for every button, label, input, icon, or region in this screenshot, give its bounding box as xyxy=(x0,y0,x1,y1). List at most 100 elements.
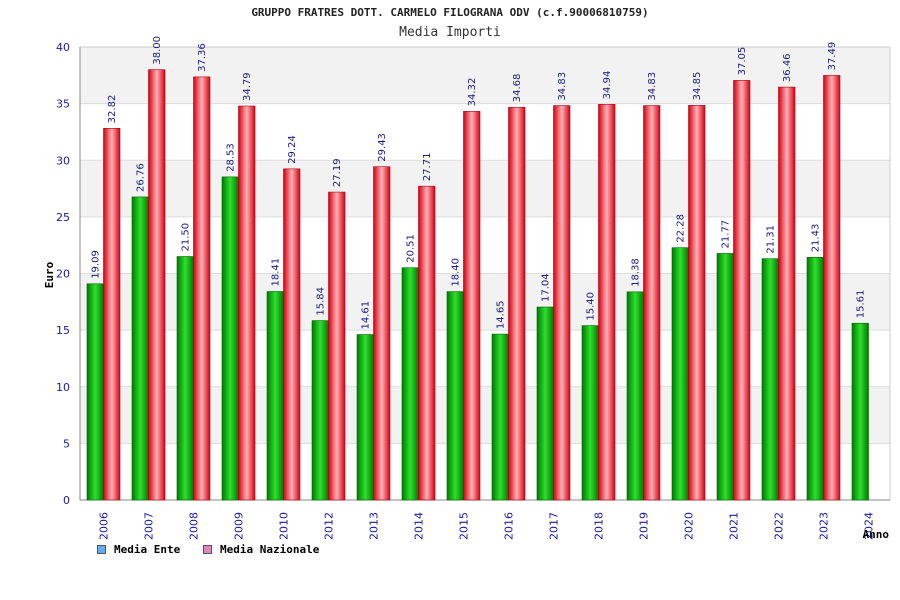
bar-ente-2023 xyxy=(806,257,824,501)
legend-swatch-nazionale xyxy=(203,545,212,554)
x-tick-label: 2020 xyxy=(683,512,696,540)
data-label: 15.84 xyxy=(316,287,327,316)
y-tick-label: 35 xyxy=(56,98,70,111)
bar-ente-2007 xyxy=(131,196,149,501)
bar-nazionale-2006 xyxy=(103,128,121,501)
data-label: 37.36 xyxy=(197,43,208,72)
data-label: 20.51 xyxy=(406,234,417,263)
x-tick-label: 2016 xyxy=(503,512,516,540)
x-tick-label: 2013 xyxy=(368,512,381,540)
bar-ente-2010 xyxy=(266,291,284,501)
bar-ente-2015 xyxy=(446,291,464,501)
bar-nazionale-2009 xyxy=(238,105,256,501)
bar-ente-2016 xyxy=(491,333,509,501)
x-tick-label: 2022 xyxy=(773,512,786,540)
data-label: 17.04 xyxy=(541,273,552,302)
x-tick-label: 2010 xyxy=(278,512,291,540)
data-label: 32.82 xyxy=(107,95,118,124)
x-tick-label: 2017 xyxy=(548,512,561,540)
bar-ente-2018 xyxy=(581,325,599,501)
bar-ente-2012 xyxy=(311,320,329,501)
data-label: 34.83 xyxy=(647,72,658,101)
bar-ente-2020 xyxy=(671,247,689,501)
data-label: 38.00 xyxy=(152,36,163,65)
bar-nazionale-2007 xyxy=(148,69,166,501)
y-axis-label: Euro xyxy=(43,261,56,288)
x-axis-label: Anno xyxy=(863,528,890,541)
data-label: 21.50 xyxy=(181,223,192,252)
bar-nazionale-2017 xyxy=(553,105,571,501)
data-label: 36.46 xyxy=(782,53,793,82)
data-label: 19.09 xyxy=(91,250,102,279)
data-label: 34.85 xyxy=(692,72,703,101)
bar-nazionale-2016 xyxy=(508,106,526,501)
data-label: 15.40 xyxy=(586,292,597,321)
legend-item-media-ente: Media Ente xyxy=(97,543,180,556)
grid-band xyxy=(80,386,890,444)
bar-nazionale-2008 xyxy=(193,76,211,501)
bar-ente-2014 xyxy=(401,267,419,501)
x-tick-label: 2024 xyxy=(863,512,876,540)
legend-label-nazionale: Media Nazionale xyxy=(220,543,320,556)
bar-nazionale-2023 xyxy=(823,75,841,501)
data-label: 14.65 xyxy=(496,300,507,329)
bar-ente-2013 xyxy=(356,334,374,501)
data-label: 21.31 xyxy=(766,225,777,254)
y-tick-label: 5 xyxy=(63,437,70,450)
chart-title: GRUPPO FRATRES DOTT. CARMELO FILOGRANA O… xyxy=(251,6,649,19)
y-tick-label: 20 xyxy=(56,268,70,281)
legend-label-ente: Media Ente xyxy=(114,543,181,556)
data-label: 29.43 xyxy=(377,133,388,162)
y-tick-label: 15 xyxy=(56,324,70,337)
bar-nazionale-2020 xyxy=(688,105,706,501)
data-label: 21.77 xyxy=(721,220,732,249)
bar-ente-2008 xyxy=(176,256,194,501)
data-label: 34.83 xyxy=(557,72,568,101)
x-tick-label: 2008 xyxy=(188,512,201,540)
grid-band xyxy=(80,47,890,104)
data-label: 21.43 xyxy=(811,224,822,253)
bar-ente-2006 xyxy=(86,283,104,501)
grid-band xyxy=(80,273,890,331)
x-tick-label: 2009 xyxy=(233,512,246,540)
x-tick-label: 2007 xyxy=(143,512,156,540)
data-label: 37.05 xyxy=(737,47,748,76)
y-tick-label: 30 xyxy=(56,154,70,167)
data-label: 29.24 xyxy=(287,135,298,164)
bar-ente-2009 xyxy=(221,176,239,501)
data-label: 18.41 xyxy=(271,258,282,287)
bar-nazionale-2018 xyxy=(598,104,616,501)
data-label: 18.40 xyxy=(451,258,462,287)
bar-ente-2019 xyxy=(626,291,644,501)
bar-ente-2021 xyxy=(716,253,734,501)
bar-nazionale-2014 xyxy=(418,185,436,501)
x-tick-label: 2014 xyxy=(413,512,426,540)
data-label: 34.68 xyxy=(512,74,523,103)
x-tick-label: 2012 xyxy=(323,512,336,540)
data-label: 28.53 xyxy=(226,143,237,172)
data-label: 27.71 xyxy=(422,153,433,182)
data-label: 27.19 xyxy=(332,158,343,187)
bar-nazionale-2010 xyxy=(283,168,301,501)
data-label: 14.61 xyxy=(361,301,372,330)
data-label: 34.79 xyxy=(242,72,253,101)
legend-swatch-ente xyxy=(97,545,106,554)
bar-ente-2022 xyxy=(761,258,779,501)
data-label: 34.32 xyxy=(467,78,478,107)
bar-nazionale-2022 xyxy=(778,86,796,501)
data-label: 26.76 xyxy=(136,163,147,192)
bar-nazionale-2012 xyxy=(328,191,346,501)
legend-item-media-nazionale: Media Nazionale xyxy=(203,543,319,556)
bar-nazionale-2021 xyxy=(733,80,751,501)
bar-ente-2024 xyxy=(851,322,869,501)
x-tick-label: 2019 xyxy=(638,512,651,540)
y-tick-label: 40 xyxy=(56,41,70,54)
data-label: 37.49 xyxy=(827,42,838,71)
chart-subtitle: Media Importi xyxy=(399,25,501,40)
bar-nazionale-2013 xyxy=(373,166,391,501)
data-label: 22.28 xyxy=(676,214,687,243)
bar-nazionale-2019 xyxy=(643,105,661,501)
x-tick-label: 2006 xyxy=(98,512,111,540)
bar-nazionale-2015 xyxy=(463,111,481,501)
